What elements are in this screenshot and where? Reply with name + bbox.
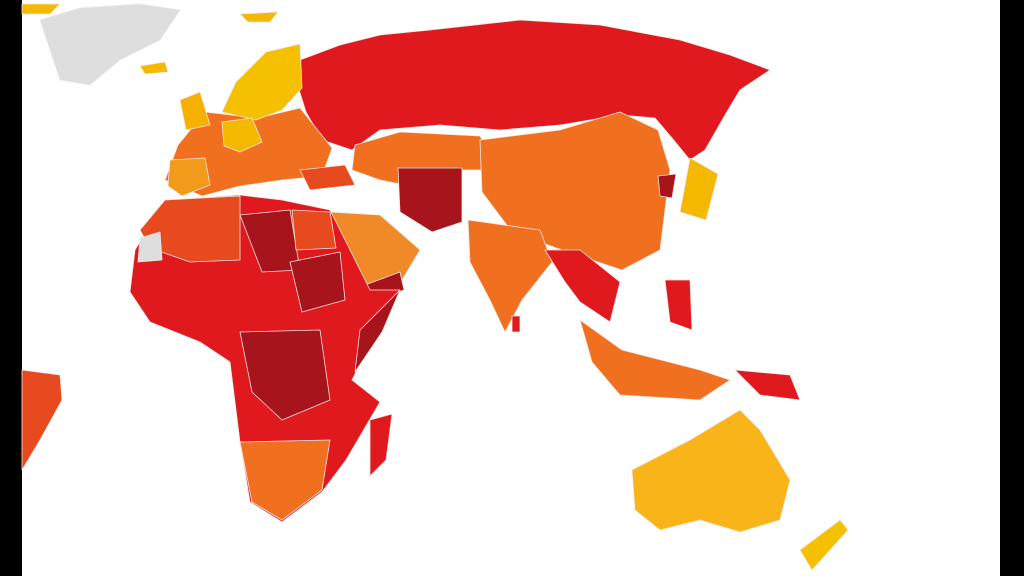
southern-africa xyxy=(239,439,331,521)
sudan xyxy=(289,251,346,313)
philippines xyxy=(664,279,693,331)
egypt xyxy=(291,209,337,251)
arctic-island xyxy=(239,11,279,23)
iran-afghanistan xyxy=(397,167,463,233)
arctic-island xyxy=(21,3,61,15)
papua-new-guinea xyxy=(734,369,801,401)
turkey xyxy=(299,164,356,191)
madagascar xyxy=(369,413,393,477)
new-zealand xyxy=(799,519,849,571)
greenland xyxy=(39,3,181,86)
sri-lanka xyxy=(511,315,521,333)
central-europe xyxy=(221,117,263,153)
north-korea xyxy=(657,173,677,199)
britain xyxy=(179,91,211,131)
indochina xyxy=(544,249,621,323)
central-africa xyxy=(239,329,331,421)
south-america xyxy=(21,369,63,471)
japan xyxy=(679,157,719,221)
iberia xyxy=(167,157,211,197)
western-sahara xyxy=(137,231,163,263)
scandinavia xyxy=(221,43,303,121)
iceland xyxy=(139,61,169,75)
somalia xyxy=(354,289,401,373)
australia xyxy=(631,409,791,533)
indonesia xyxy=(579,319,731,401)
north-west-africa xyxy=(139,195,241,263)
